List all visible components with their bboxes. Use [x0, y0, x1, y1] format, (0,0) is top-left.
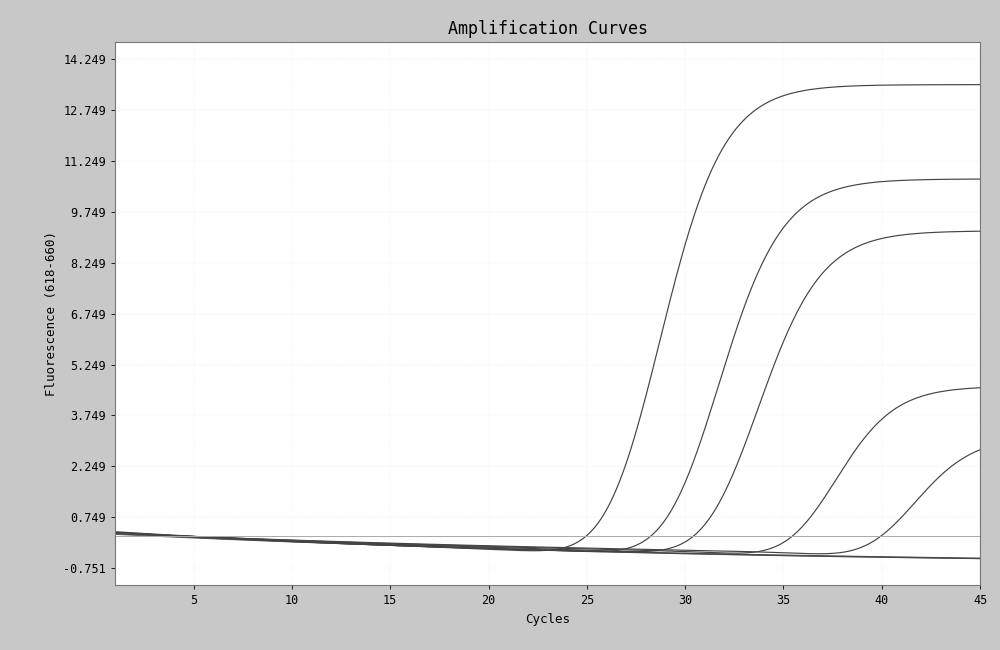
X-axis label: Cycles: Cycles	[525, 612, 570, 625]
Title: Amplification Curves: Amplification Curves	[448, 20, 648, 38]
Y-axis label: Fluorescence (618-660): Fluorescence (618-660)	[45, 231, 58, 396]
